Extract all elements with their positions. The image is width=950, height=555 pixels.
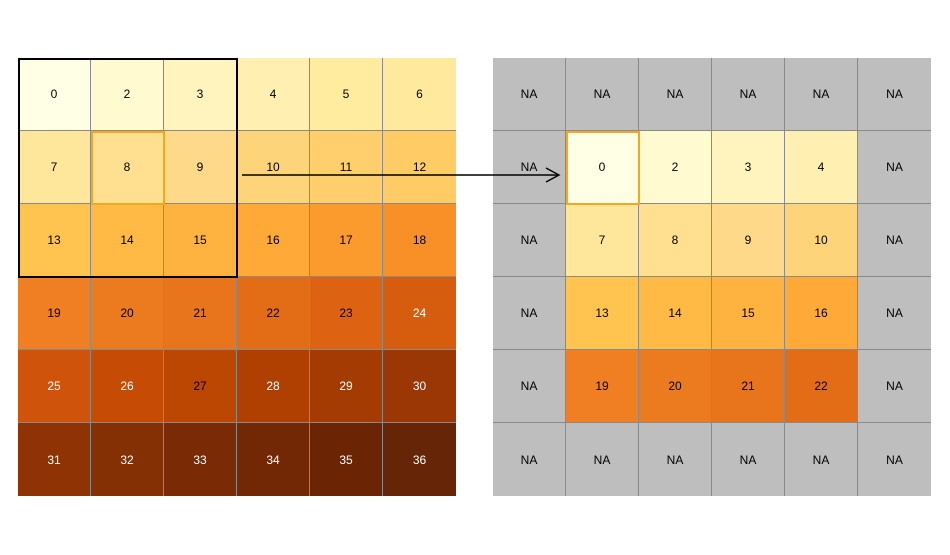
- output-cell-na: NA: [858, 350, 931, 423]
- input-cell: 14: [91, 204, 164, 277]
- input-cell: 29: [310, 350, 383, 423]
- output-raster-grid: NA NA NA NA NA NA NA 0 2 3 4 NA NA 7 8 9 10 NA NA 13 14 15 16 N…: [493, 58, 931, 496]
- output-cell-na: NA: [712, 58, 785, 131]
- output-cell-na: NA: [493, 204, 566, 277]
- output-cell: 16: [785, 277, 858, 350]
- input-cell: 21: [164, 277, 237, 350]
- input-cell: 25: [18, 350, 91, 423]
- output-cell: 2: [639, 131, 712, 204]
- output-cell-na: NA: [493, 423, 566, 496]
- input-cell: 31: [18, 423, 91, 496]
- input-cell: 24: [383, 277, 456, 350]
- output-cell: 19: [566, 350, 639, 423]
- output-cell: 22: [785, 350, 858, 423]
- input-cell: 19: [18, 277, 91, 350]
- output-cell-na: NA: [493, 350, 566, 423]
- output-cell-na: NA: [639, 58, 712, 131]
- output-cell-na: NA: [493, 131, 566, 204]
- input-cell: 16: [237, 204, 310, 277]
- input-cell: 20: [91, 277, 164, 350]
- output-cell: 10: [785, 204, 858, 277]
- input-cell: 23: [310, 277, 383, 350]
- input-cell: 8: [91, 131, 164, 204]
- input-cell: 6: [383, 58, 456, 131]
- input-cell: 18: [383, 204, 456, 277]
- input-cell: 0: [18, 58, 91, 131]
- input-cell: 26: [91, 350, 164, 423]
- output-cell: 21: [712, 350, 785, 423]
- output-cell: 8: [639, 204, 712, 277]
- output-cell-na: NA: [493, 277, 566, 350]
- output-cell-na: NA: [785, 423, 858, 496]
- input-cell: 33: [164, 423, 237, 496]
- output-cell-na: NA: [566, 423, 639, 496]
- output-cell: 20: [639, 350, 712, 423]
- input-cell: 12: [383, 131, 456, 204]
- input-cell: 2: [91, 58, 164, 131]
- input-cell: 22: [237, 277, 310, 350]
- input-cell: 36: [383, 423, 456, 496]
- output-cell: 0: [566, 131, 639, 204]
- input-cell: 7: [18, 131, 91, 204]
- input-raster-grid: 0 2 3 4 5 6 7 8 9 10 11 12 13 14 15 16 17 18 19 20 21 22 23 24 2…: [18, 58, 456, 496]
- output-cell-na: NA: [858, 204, 931, 277]
- output-cell-na: NA: [858, 58, 931, 131]
- input-cell: 35: [310, 423, 383, 496]
- output-cell-na: NA: [493, 58, 566, 131]
- input-cell: 10: [237, 131, 310, 204]
- output-cell-na: NA: [712, 423, 785, 496]
- output-cell: 7: [566, 204, 639, 277]
- input-cell: 32: [91, 423, 164, 496]
- input-cell: 4: [237, 58, 310, 131]
- input-cell: 13: [18, 204, 91, 277]
- input-cell: 3: [164, 58, 237, 131]
- output-cell: 14: [639, 277, 712, 350]
- output-cell-na: NA: [785, 58, 858, 131]
- output-cell-na: NA: [639, 423, 712, 496]
- input-cell: 11: [310, 131, 383, 204]
- output-cell: 4: [785, 131, 858, 204]
- input-cell: 9: [164, 131, 237, 204]
- input-cell: 17: [310, 204, 383, 277]
- input-cell: 27: [164, 350, 237, 423]
- output-cell: 13: [566, 277, 639, 350]
- input-cell: 5: [310, 58, 383, 131]
- output-cell-na: NA: [858, 277, 931, 350]
- input-cell: 28: [237, 350, 310, 423]
- input-cell: 15: [164, 204, 237, 277]
- output-cell: 9: [712, 204, 785, 277]
- output-cell: 15: [712, 277, 785, 350]
- input-cell: 30: [383, 350, 456, 423]
- input-cell: 34: [237, 423, 310, 496]
- output-cell-na: NA: [858, 131, 931, 204]
- output-cell-na: NA: [858, 423, 931, 496]
- output-cell: 3: [712, 131, 785, 204]
- output-cell-na: NA: [566, 58, 639, 131]
